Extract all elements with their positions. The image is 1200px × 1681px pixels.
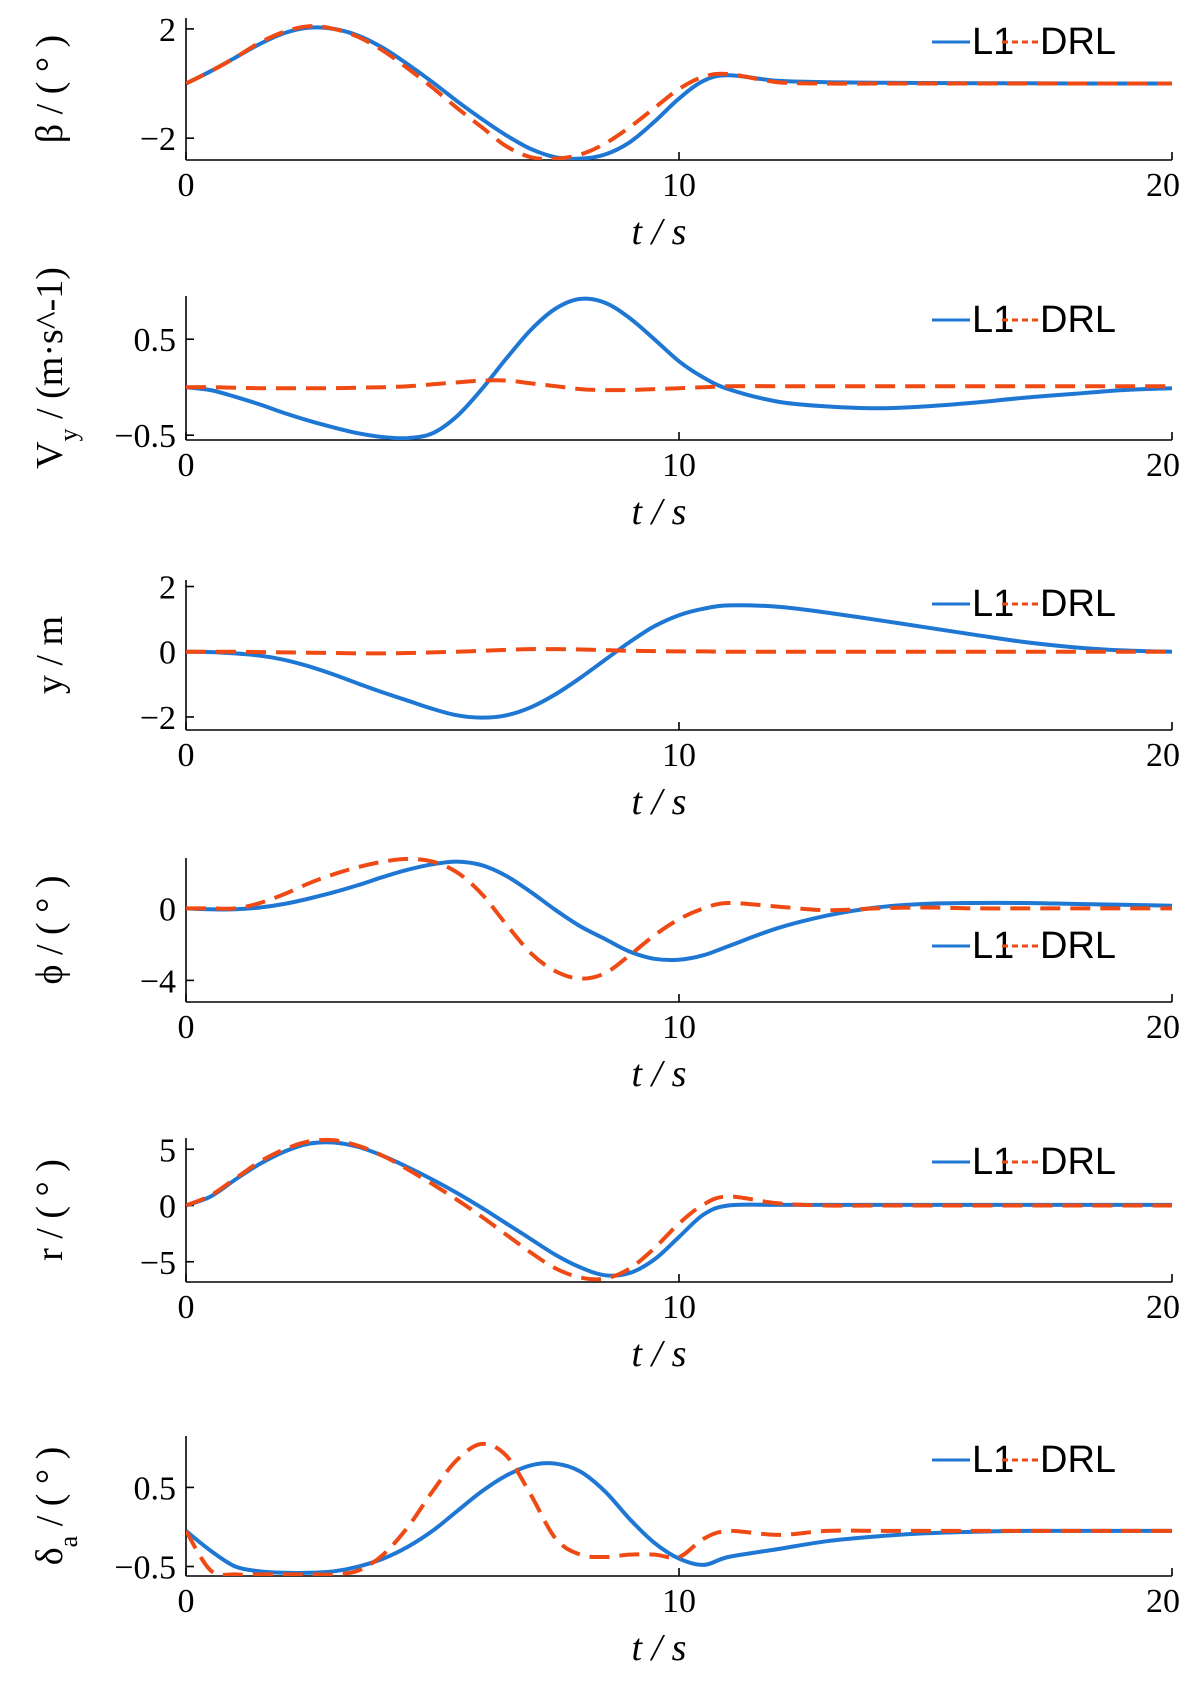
subplot-4: 0 10 200−4t / sϕ / ( ° ) L1 DRL — [29, 856, 1180, 1095]
y-tick-label: 0.5 — [134, 1470, 177, 1507]
x-tick-label: 0 — [178, 1009, 195, 1046]
y-tick-label: −2 — [140, 121, 176, 158]
y-tick-label: 0 — [159, 635, 176, 672]
series-drl-line — [186, 378, 1172, 393]
y-tick-label: −4 — [140, 963, 176, 1000]
x-axis-label: t / s — [632, 781, 687, 823]
subplot-6: 0 10 20 0.5 −0.5 t / s δa / ( ° ) L1 DRL — [29, 1436, 1180, 1669]
subplot-2: 0 10 20 0.5 −0.5 t / s Vy / (m·s^-1) L1 DRL — [29, 267, 1180, 533]
y-tick-label: 2 — [159, 12, 176, 49]
x-tick-label: 10 — [662, 1009, 696, 1046]
x-axis-label: t / s — [632, 1053, 687, 1095]
x-tick-label: 0 — [178, 167, 195, 204]
x-tick-label: 10 — [662, 737, 696, 774]
legend: L1 DRL — [932, 925, 1116, 967]
y-tick-label: −0.5 — [114, 1550, 176, 1587]
x-tick-label: 10 — [662, 447, 696, 484]
y-axis-label: Vy / (m·s^-1) — [29, 267, 83, 469]
x-tick-label: 10 — [662, 1289, 696, 1326]
series-l1-line — [186, 296, 1172, 440]
y-tick-label: 0.5 — [134, 322, 177, 359]
x-axis-label: t / s — [632, 211, 687, 253]
legend: L1 DRL — [932, 21, 1116, 63]
y-tick-label: 0 — [159, 1189, 176, 1226]
y-axis-label: r / ( ° ) — [29, 1159, 71, 1261]
legend: L1 DRL — [932, 1141, 1116, 1183]
series-l1-line — [186, 25, 1172, 160]
legend: L1 DRL — [932, 299, 1116, 341]
series-drl-line — [186, 856, 1172, 981]
x-tick-label: 0 — [178, 737, 195, 774]
legend-label-drl: DRL — [1040, 21, 1116, 63]
y-tick-label: −0.5 — [114, 418, 176, 455]
y-tick-label: 0 — [159, 891, 176, 928]
x-tick-label: 10 — [662, 1583, 696, 1620]
legend-label-drl: DRL — [1040, 299, 1116, 341]
y-axis-label: y / m — [29, 616, 71, 694]
legend: L1 DRL — [932, 583, 1116, 625]
x-tick-label: 20 — [1146, 1009, 1180, 1046]
y-tick-label: −2 — [140, 700, 176, 737]
series-drl-line — [186, 24, 1172, 160]
y-axis-label: δa / ( ° ) — [29, 1447, 83, 1566]
x-tick-label: 0 — [178, 447, 195, 484]
series-drl-line — [186, 1137, 1172, 1282]
x-axis-label: t / s — [632, 491, 687, 533]
series-l1-line — [186, 859, 1172, 963]
x-axis-label: t / s — [632, 1333, 687, 1375]
y-tick-label: −5 — [140, 1245, 176, 1282]
legend: L1 DRL — [932, 1439, 1116, 1481]
x-tick-label: 20 — [1146, 1583, 1180, 1620]
series-drl-line — [186, 1441, 1172, 1576]
x-tick-label: 0 — [178, 1289, 195, 1326]
x-tick-label: 10 — [662, 167, 696, 204]
legend-label-drl: DRL — [1040, 583, 1116, 625]
legend-label-drl: DRL — [1040, 1439, 1116, 1481]
y-tick-label: 5 — [159, 1132, 176, 1169]
x-tick-label: 20 — [1146, 737, 1180, 774]
y-tick-label: 2 — [159, 570, 176, 607]
x-tick-label: 20 — [1146, 1289, 1180, 1326]
legend-label-drl: DRL — [1040, 925, 1116, 967]
subplot-1: 0 10 20 2 −2 t / s β / ( ° ) L1 DRL — [29, 12, 1180, 253]
x-tick-label: 0 — [178, 1583, 195, 1620]
series-drl-line — [186, 647, 1172, 656]
series-l1-line — [186, 1461, 1172, 1576]
legend-label-drl: DRL — [1040, 1141, 1116, 1183]
x-axis-label: t / s — [632, 1627, 687, 1669]
x-tick-label: 20 — [1146, 167, 1180, 204]
y-axis-label: ϕ / ( ° ) — [29, 875, 71, 984]
series-l1-line — [186, 603, 1172, 720]
x-tick-label: 20 — [1146, 447, 1180, 484]
y-axis-label: β / ( ° ) — [29, 35, 71, 143]
